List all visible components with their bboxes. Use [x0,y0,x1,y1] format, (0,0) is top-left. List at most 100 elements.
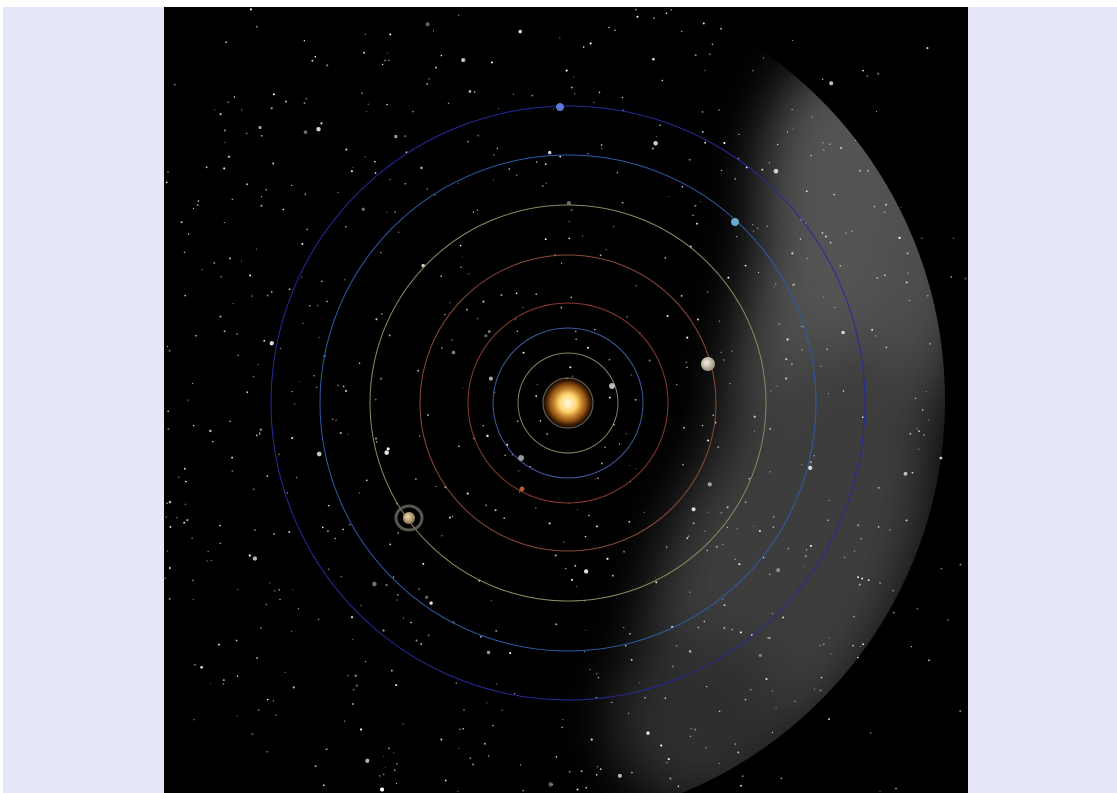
star [460,266,462,269]
star [458,747,460,749]
star [258,709,260,711]
star [486,650,491,655]
star [358,492,360,494]
star [372,581,377,587]
star [386,103,388,106]
star [184,480,187,483]
star [635,285,637,287]
star [317,618,320,620]
star [223,221,225,224]
star [580,770,583,773]
planet-uranus[interactable] [731,218,739,226]
planet-saturn[interactable] [394,504,424,532]
star [468,90,472,93]
star [568,220,570,222]
star [231,198,234,201]
star [917,448,920,451]
star [451,350,456,355]
star [295,476,298,479]
star [249,274,252,277]
star [667,758,670,761]
star [629,632,631,635]
star [255,434,258,437]
star [734,743,736,745]
star [667,195,670,198]
star [925,390,927,392]
star [612,225,615,228]
star [623,627,625,628]
star [711,43,714,45]
star [270,291,273,293]
star [808,465,813,471]
star [599,254,602,257]
star [326,300,328,303]
star [661,79,664,82]
star [332,581,334,583]
star [821,78,824,81]
star [304,193,306,195]
star [805,549,808,551]
star [219,113,222,116]
star [738,563,741,566]
star [700,200,702,203]
star [306,228,309,231]
star [621,201,624,204]
star [563,541,565,543]
star [472,211,475,213]
star [337,384,340,387]
star [219,542,222,545]
planet-venus[interactable] [518,455,524,461]
star [576,788,579,791]
star [950,276,952,278]
star [859,645,861,648]
star [396,599,398,601]
star [568,770,571,773]
star [167,410,170,413]
star [342,385,345,388]
sun[interactable] [542,377,594,429]
star [853,550,856,552]
star [449,302,451,304]
star [570,578,574,581]
star [828,637,831,639]
star [821,231,824,234]
star [717,446,720,449]
star [624,644,627,647]
star [219,524,221,527]
star [380,377,383,380]
star [165,516,167,518]
star [300,276,303,278]
star [512,93,514,95]
star [806,257,808,260]
star [513,692,516,695]
star [614,29,616,31]
star [559,37,561,39]
star [180,221,183,224]
star [903,471,908,476]
star [726,506,729,509]
star [738,133,740,136]
planet-neptune[interactable] [556,103,564,111]
star [225,41,227,44]
planet-jupiter[interactable] [701,357,715,371]
star [565,567,567,570]
star [183,467,186,470]
star [545,182,547,184]
star [685,361,688,364]
star [236,675,239,677]
star [659,124,661,127]
star [455,682,458,685]
star [201,268,203,271]
star [237,354,239,357]
star [391,669,393,672]
planet-mars[interactable] [519,486,525,492]
star [425,22,430,27]
planet-mercury[interactable] [609,383,615,389]
star [594,478,596,480]
star [518,29,522,34]
star [347,433,349,435]
star [325,748,328,751]
star [739,631,742,634]
star [809,461,812,464]
star [316,127,321,132]
